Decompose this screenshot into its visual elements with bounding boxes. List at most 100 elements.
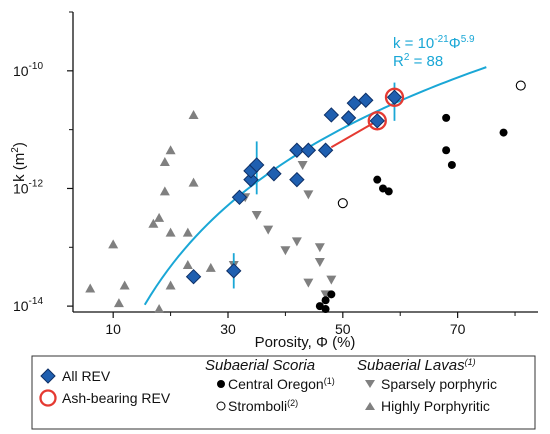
highly-porphyritic-point [159, 157, 170, 166]
highly-porphyritic-point [165, 145, 176, 155]
highly-porphyritic-point [205, 262, 216, 272]
legend-label-stromboli: Stromboli(2) [228, 398, 298, 414]
highly-porphyritic-point [154, 212, 165, 222]
highly-porphyritic-point [165, 280, 176, 290]
all-rev-point [386, 89, 403, 106]
all-rev-point [185, 268, 202, 285]
sparsely-porphyric-point [303, 278, 314, 288]
all-rev-point [266, 166, 282, 182]
legend-marker-sparsely-porphyric [365, 380, 375, 388]
x-tick-label: 50 [335, 321, 351, 337]
fit-equation-text: k = 10-21Φ5.9 [393, 34, 475, 52]
sparsely-porphyric-point [280, 246, 291, 256]
central-oregon-point [442, 146, 451, 155]
highly-porphyritic-point [148, 218, 159, 228]
all-rev-point [300, 142, 317, 158]
series-all-rev [185, 89, 403, 285]
all-rev-point [340, 110, 357, 126]
legend-marker-highly-porphyritic [365, 402, 375, 410]
highly-porphyritic-point [113, 298, 124, 308]
highly-porphyritic-point [85, 283, 96, 293]
plot-area [85, 66, 526, 314]
fit-r2-text: R2 = 88 [393, 52, 443, 70]
highly-porphyritic-point [188, 177, 199, 187]
highly-porphyritic-point [182, 259, 193, 269]
central-oregon-point [499, 128, 508, 137]
x-axis-title: Porosity, Φ (%) [255, 334, 356, 351]
highly-porphyritic-point [182, 227, 193, 237]
legend-marker-all-rev [40, 368, 56, 384]
central-oregon-point [442, 113, 451, 122]
series-sparsely-porphyric [228, 160, 337, 300]
central-oregon-point [373, 175, 382, 184]
legend-box [31, 355, 536, 430]
highly-porphyritic-point [165, 227, 176, 237]
legend-marker-stromboli [216, 401, 226, 411]
all-rev-point [323, 107, 340, 123]
central-oregon-point [447, 160, 456, 169]
central-oregon-point [321, 296, 330, 305]
ash-bearing-rev-point [384, 87, 405, 107]
legend-heading-lavas: Subaerial Lavas(1) [357, 357, 476, 374]
central-oregon-point [384, 187, 393, 196]
legend-column-lavas: Subaerial Lavas(1) Sparsely porphyric Hi… [357, 357, 497, 414]
all-rev-point [346, 95, 363, 111]
sparsely-porphyric-point [314, 243, 325, 253]
all-rev-point [289, 171, 305, 188]
series-highly-porphyritic [85, 109, 216, 314]
all-rev-point [358, 92, 374, 108]
central-oregon-point [327, 290, 336, 299]
legend-label-all-rev: All REV [62, 368, 111, 384]
plot-axes [72, 12, 538, 313]
x-ticks: 10 30 50 70 [105, 312, 466, 337]
y-tick-label: 10-14 [13, 296, 43, 314]
sparsely-porphyric-point [303, 190, 314, 200]
all-rev-point [248, 157, 265, 173]
x-tick-label: 10 [105, 321, 121, 337]
series-central-oregon [315, 113, 508, 314]
legend: All REV Ash-bearing REV Subaerial Scoria… [31, 355, 536, 430]
highly-porphyritic-point [154, 304, 165, 314]
sparsely-porphyric-point [251, 210, 262, 220]
x-tick-label: 70 [450, 321, 466, 337]
legend-label-central-oregon: Central Oregon(1) [228, 376, 335, 392]
all-rev-point [289, 142, 305, 158]
stromboli-point [337, 198, 348, 209]
highly-porphyritic-point [159, 186, 170, 196]
series-stromboli [337, 80, 526, 209]
legend-column-scoria: Subaerial Scoria Central Oregon(1) Strom… [205, 357, 335, 414]
sparsely-porphyric-point [326, 275, 337, 285]
y-tick-label: 10-10 [13, 61, 43, 79]
sparsely-porphyric-point [263, 225, 274, 235]
highly-porphyritic-point [188, 109, 199, 119]
minor-ticks [69, 11, 516, 316]
sparsely-porphyric-point [314, 258, 325, 267]
all-rev-point [243, 171, 259, 188]
highly-porphyritic-point [119, 280, 130, 290]
y-tick-label: 10-12 [13, 178, 43, 196]
all-rev-point [369, 113, 385, 129]
y-ticks: 10-10 10-12 10-14 [13, 61, 73, 314]
all-rev-point [317, 142, 334, 158]
series-ash-bearing-rev [367, 87, 405, 131]
all-rev-point [231, 189, 248, 206]
fit-curve [143, 66, 487, 306]
legend-marker-ash-bearing-rev [39, 389, 57, 407]
central-oregon-point [321, 305, 330, 314]
legend-column-rev: All REV Ash-bearing REV [39, 368, 171, 407]
axis-titles: Porosity, Φ (%) k (m2) [10, 142, 355, 351]
legend-label-highly-porphyritic: Highly Porphyritic [381, 398, 490, 414]
all-rev-point [226, 263, 242, 279]
highly-porphyritic-point [108, 239, 119, 249]
legend-label-sparsely-porphyric: Sparsely porphyric [381, 376, 497, 392]
legend-marker-central-oregon [217, 380, 225, 388]
legend-heading-scoria: Subaerial Scoria [205, 357, 315, 374]
x-tick-label: 30 [220, 321, 236, 337]
sparsely-porphyric-point [297, 160, 308, 170]
y-axis-title: k (m2) [10, 142, 28, 182]
fit-equation: k = 10-21Φ5.9 R2 = 88 [393, 34, 475, 70]
legend-label-ash-bearing-rev: Ash-bearing REV [62, 390, 171, 406]
sparsely-porphyric-point [291, 237, 302, 247]
stromboli-point [515, 80, 526, 91]
